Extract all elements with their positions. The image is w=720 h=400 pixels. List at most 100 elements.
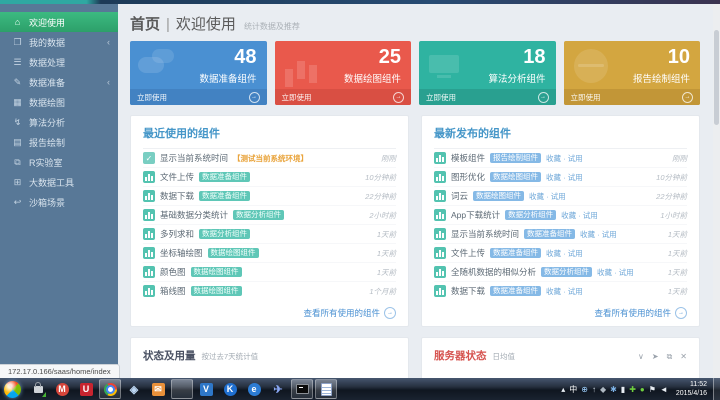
page-scrollbar[interactable]: [713, 4, 720, 378]
component-name[interactable]: 全随机数据的相似分析: [451, 267, 537, 277]
sidebar-item[interactable]: ✎ 数据准备 ‹: [0, 72, 118, 92]
sidebar-item[interactable]: ☰ 数据处理: [0, 52, 118, 72]
sidebar-item[interactable]: ⌂ 欢迎使用: [0, 12, 118, 32]
card-footer[interactable]: 立即使用 →: [130, 89, 267, 105]
component-name[interactable]: 文件上传: [160, 172, 195, 182]
sidebar-item[interactable]: ▤ 报告绘制: [0, 132, 118, 152]
component-links[interactable]: 收藏 · 试用: [561, 210, 598, 220]
safely-remove-icon[interactable]: ◆: [599, 384, 607, 394]
component-list-item[interactable]: 数据下载 数据准备组件 22分钟前: [143, 187, 396, 206]
v-app-icon[interactable]: V: [195, 379, 217, 399]
component-name[interactable]: 数据下载: [160, 191, 195, 201]
stat-card[interactable]: 25 数据绘图组件 立即使用 →: [274, 41, 411, 105]
notepad-icon[interactable]: [315, 379, 337, 399]
card-footer[interactable]: 立即使用 →: [274, 89, 411, 105]
component-name[interactable]: 箱线图: [160, 286, 186, 296]
component-list-item[interactable]: 词云 数据绘图组件 收藏 · 试用 22分钟前: [434, 187, 687, 206]
circle-arrow-icon[interactable]: →: [675, 307, 687, 319]
component-links[interactable]: 收藏 · 试用: [597, 267, 634, 277]
card-action-label[interactable]: 立即使用: [137, 92, 167, 102]
component-list-item[interactable]: 文件上传 数据准备组件 收藏 · 试用 1天前: [434, 244, 687, 263]
card-footer[interactable]: 立即使用 →: [419, 89, 556, 105]
sidebar-item[interactable]: ❐ 我的数据 ‹: [0, 32, 118, 52]
scrollbar-thumb[interactable]: [714, 30, 719, 125]
component-links[interactable]: 收藏 · 试用: [546, 248, 583, 258]
component-list-item[interactable]: 显示当前系统时间 数据准备组件 收藏 · 试用 1天前: [434, 225, 687, 244]
component-list-item[interactable]: 箱线图 数据绘图组件 1个月前: [143, 282, 396, 300]
component-name[interactable]: App下载统计: [451, 210, 501, 220]
close-icon[interactable]: ✕: [680, 352, 687, 361]
ime-indicator[interactable]: 中: [569, 384, 578, 394]
card-action-label[interactable]: 立即使用: [426, 92, 456, 102]
circle-arrow-icon[interactable]: →: [384, 307, 396, 319]
component-list-item[interactable]: ✓ 显示当前系统时间 【测试当前系统环境】 刚刚: [143, 149, 396, 168]
sidebar-item[interactable]: ↩ 沙箱场景: [0, 192, 118, 212]
component-links[interactable]: 收藏 · 试用: [546, 153, 583, 163]
sidebar-item[interactable]: ⧉ R实验室: [0, 152, 118, 172]
antivirus-icon[interactable]: ●: [639, 384, 645, 394]
card-action-label[interactable]: 立即使用: [281, 92, 312, 102]
network-icon[interactable]: ⊕: [581, 384, 588, 394]
breadcrumb-home[interactable]: 首页: [130, 16, 161, 33]
component-name[interactable]: 颜色图: [160, 267, 186, 277]
show-desktop-button[interactable]: [713, 378, 720, 400]
collapse-icon[interactable]: ∨: [638, 352, 644, 361]
component-list-item[interactable]: 数据下载 数据准备组件 收藏 · 试用 1天前: [434, 282, 687, 300]
start-button[interactable]: [4, 380, 21, 398]
component-list-item[interactable]: 颜色图 数据绘图组件 1天前: [143, 263, 396, 282]
component-name[interactable]: 模板组件: [451, 153, 486, 163]
component-list-item[interactable]: 坐标轴绘图 数据绘图组件 1天前: [143, 244, 396, 263]
component-list-item[interactable]: 全随机数据的相似分析 数据分析组件 收藏 · 试用 1天前: [434, 263, 687, 282]
card-arrow-icon[interactable]: →: [537, 91, 549, 103]
component-name[interactable]: 数据下载: [451, 286, 486, 296]
component-list-item[interactable]: 文件上传 数据准备组件 10分钟前: [143, 168, 396, 187]
component-name[interactable]: 多列求和: [160, 229, 195, 239]
view-all-label[interactable]: 查看所有使用的组件: [594, 308, 671, 318]
restore-icon[interactable]: ⧉: [666, 352, 673, 361]
component-list-item[interactable]: 图形优化 数据绘图组件 收藏 · 试用 10分钟前: [434, 168, 687, 187]
component-name[interactable]: 文件上传: [451, 248, 486, 258]
sidebar-item[interactable]: ⊞ 大数据工具: [0, 172, 118, 192]
recent-view-all-link[interactable]: 查看所有使用的组件 →: [131, 300, 408, 319]
component-name[interactable]: 显示当前系统时间: [160, 153, 229, 163]
qq-diamond-icon[interactable]: ◈: [123, 379, 145, 399]
component-list-item[interactable]: 基础数据分类统计 数据分析组件 2小时前: [143, 206, 396, 225]
chrome-icon[interactable]: [99, 379, 121, 399]
taskbar-clock[interactable]: 11:52 2015/4/16: [672, 380, 713, 398]
cmd-icon[interactable]: [291, 379, 313, 399]
flag-icon[interactable]: ⚑: [648, 384, 656, 394]
component-name[interactable]: 坐标轴绘图: [160, 248, 203, 258]
uc-browser-icon[interactable]: U: [75, 379, 97, 399]
ie-browser-icon[interactable]: e: [243, 379, 265, 399]
component-name[interactable]: 词云: [451, 191, 469, 201]
card-arrow-icon[interactable]: →: [393, 91, 404, 103]
security-shield-icon[interactable]: ✚: [629, 384, 636, 394]
explorer-folder-icon[interactable]: [171, 379, 193, 399]
latest-view-all-link[interactable]: 查看所有使用的组件 →: [422, 300, 699, 319]
component-name[interactable]: 基础数据分类统计: [160, 210, 229, 220]
pin-icon[interactable]: ➤: [651, 352, 659, 361]
view-all-label[interactable]: 查看所有使用的组件: [303, 308, 380, 318]
bank-client-icon[interactable]: M: [51, 379, 73, 399]
card-footer[interactable]: 立即使用 →: [563, 89, 700, 105]
bluetooth-icon[interactable]: ✱: [610, 384, 617, 394]
card-arrow-icon[interactable]: →: [248, 91, 260, 103]
card-action-label[interactable]: 立即使用: [570, 92, 601, 102]
thunder-bird-icon[interactable]: ✈: [267, 379, 289, 399]
sidebar-item[interactable]: ▦ 数据绘图: [0, 92, 118, 112]
k-app-icon[interactable]: K: [219, 379, 241, 399]
component-list-item[interactable]: 多列求和 数据分析组件 1天前: [143, 225, 396, 244]
component-links[interactable]: 收藏 · 试用: [529, 191, 566, 201]
volume-icon[interactable]: ◄: [659, 384, 668, 394]
component-links[interactable]: 收藏 · 试用: [580, 229, 617, 239]
stat-card[interactable]: 48 数据准备组件 立即使用 →: [130, 41, 267, 105]
show-hidden-icon[interactable]: ▴: [561, 384, 566, 394]
component-list-item[interactable]: App下载统计 数据分析组件 收藏 · 试用 1小时前: [434, 206, 687, 225]
stat-card[interactable]: 10 报告绘制组件 立即使用 →: [563, 41, 700, 105]
update-icon[interactable]: ↑: [591, 384, 596, 394]
component-links[interactable]: 收藏 · 试用: [546, 286, 583, 296]
foxmail-icon[interactable]: ✉: [147, 379, 169, 399]
sidebar-item[interactable]: ↯ 算法分析: [0, 112, 118, 132]
component-links[interactable]: 收藏 · 试用: [546, 172, 583, 182]
component-list-item[interactable]: 模板组件 报告绘制组件 收藏 · 试用 刚刚: [434, 149, 687, 168]
